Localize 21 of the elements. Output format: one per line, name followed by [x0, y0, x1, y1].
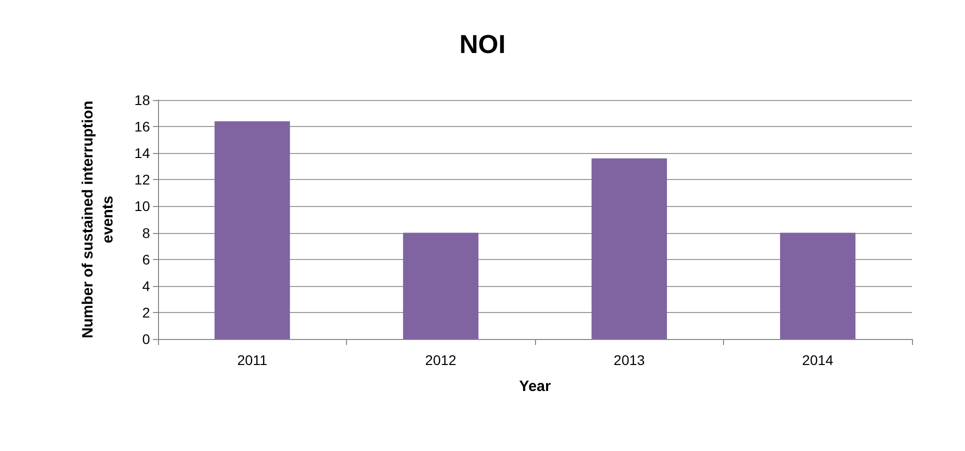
bar: [592, 158, 667, 339]
x-tick-label: 2013: [614, 352, 646, 368]
x-tick-label: 2011: [237, 352, 268, 368]
y-tick-label: 8: [142, 224, 150, 241]
chart-title: NOI: [459, 29, 506, 59]
y-tick-label: 16: [134, 118, 150, 135]
x-tick-label: 2012: [425, 352, 457, 368]
y-tick-label: 14: [134, 145, 150, 162]
y-tick-label: 0: [142, 331, 150, 347]
y-tick-label: 4: [142, 278, 150, 294]
bar: [214, 121, 290, 339]
x-axis-title: Year: [519, 378, 552, 395]
y-tick-label: 2: [142, 304, 150, 320]
y-tick-label: 10: [134, 198, 150, 214]
bar: [780, 232, 856, 339]
x-tick-label: 2014: [802, 352, 834, 368]
y-tick-label: 6: [142, 251, 150, 268]
y-tick-label: 12: [134, 172, 150, 188]
y-tick-label: 18: [134, 92, 150, 108]
y-axis-title: Number of sustained interruption events: [80, 100, 116, 338]
bar: [403, 232, 478, 339]
